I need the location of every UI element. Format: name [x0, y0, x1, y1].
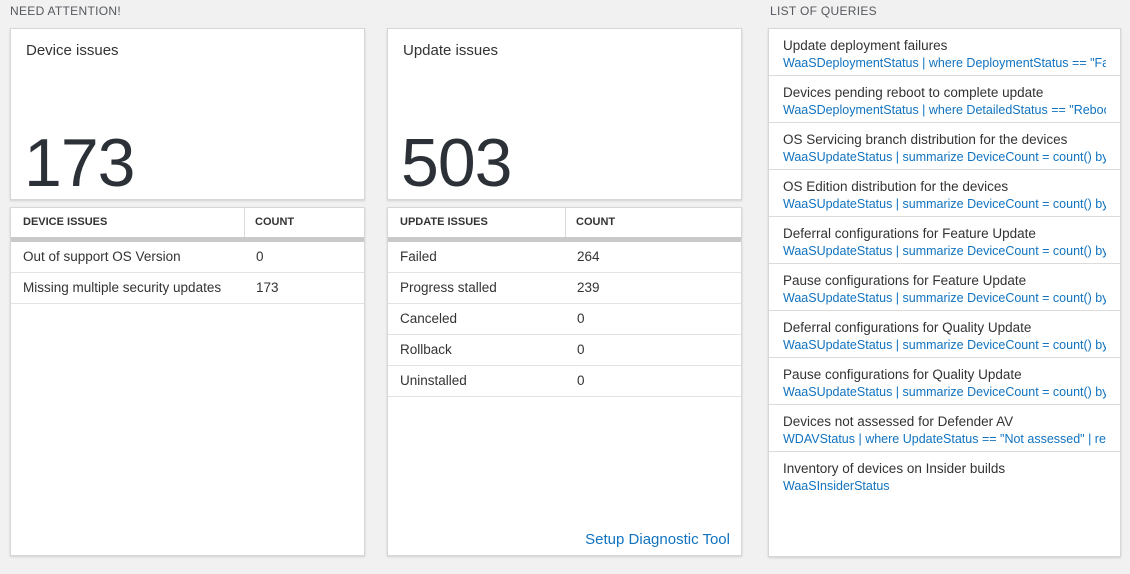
query-list-item[interactable]: Inventory of devices on Insider builds Wa… — [769, 452, 1120, 493]
row-label: Out of support OS Version — [23, 249, 181, 264]
query-list-item[interactable]: Deferral configurations for Quality Upda… — [769, 311, 1120, 358]
row-count: 264 — [577, 249, 600, 264]
column-header-device-issues: DEVICE ISSUES — [23, 216, 108, 228]
row-count: 173 — [256, 280, 279, 295]
row-label: Canceled — [400, 311, 458, 326]
row-label: Failed — [400, 249, 437, 264]
query-text[interactable]: WaaSInsiderStatus — [783, 479, 890, 493]
device-issues-tile[interactable]: Device issues 173 — [10, 28, 365, 200]
query-list-item[interactable]: Pause configurations for Quality Update W… — [769, 358, 1120, 405]
queries-list: Update deployment failures WaaSDeployment… — [768, 28, 1121, 557]
update-issues-title: Update issues — [403, 42, 499, 59]
table-row[interactable]: Missing multiple security updates 173 — [11, 273, 364, 304]
row-label: Missing multiple security updates — [23, 280, 222, 295]
table-header-bar — [388, 237, 741, 242]
query-title: Devices pending reboot to complete updat… — [783, 85, 1044, 100]
column-header-count: COUNT — [255, 216, 295, 228]
update-issues-tile[interactable]: Update issues 503 — [387, 28, 742, 200]
table-row[interactable]: Uninstalled 0 — [388, 366, 741, 397]
query-text[interactable]: WDAVStatus | where UpdateStatus == "Not … — [783, 432, 1106, 446]
update-issues-count: 503 — [401, 125, 512, 201]
query-title: OS Servicing branch distribution for the… — [783, 132, 1068, 147]
device-issues-table-header: DEVICE ISSUES COUNT — [11, 208, 364, 237]
query-list-item[interactable]: Update deployment failures WaaSDeployment… — [769, 29, 1120, 76]
column-header-update-issues: UPDATE ISSUES — [400, 216, 488, 228]
query-title: Deferral configurations for Feature Upda… — [783, 226, 1036, 241]
table-header-bar — [11, 237, 364, 242]
query-text[interactable]: WaaSUpdateStatus | summarize DeviceCount… — [783, 197, 1106, 211]
row-count: 0 — [577, 311, 585, 326]
section-header-list-of-queries: LIST OF QUERIES — [770, 4, 877, 18]
row-count: 0 — [256, 249, 264, 264]
row-label: Uninstalled — [400, 373, 467, 388]
query-list-item[interactable]: Devices pending reboot to complete updat… — [769, 76, 1120, 123]
table-row[interactable]: Out of support OS Version 0 — [11, 242, 364, 273]
table-row[interactable]: Progress stalled 239 — [388, 273, 741, 304]
query-list-item[interactable]: Devices not assessed for Defender AV WDAV… — [769, 405, 1120, 452]
column-header-count: COUNT — [576, 216, 616, 228]
device-issues-table: DEVICE ISSUES COUNT Out of support OS Ve… — [10, 207, 365, 556]
device-issues-table-body: Out of support OS Version 0 Missing multip… — [11, 242, 364, 304]
query-text[interactable]: WaaSUpdateStatus | summarize DeviceCount… — [783, 150, 1106, 164]
table-row[interactable]: Failed 264 — [388, 242, 741, 273]
query-title: Devices not assessed for Defender AV — [783, 414, 1014, 429]
update-issues-table-body: Failed 264 Progress stalled 239 Canceled 0 Rol… — [388, 242, 741, 397]
query-title: Pause configurations for Quality Update — [783, 367, 1022, 382]
query-title: OS Edition distribution for the devices — [783, 179, 1009, 194]
query-text[interactable]: WaaSUpdateStatus | summarize DeviceCount… — [783, 244, 1106, 258]
query-title: Inventory of devices on Insider builds — [783, 461, 1006, 476]
setup-diagnostic-tool-link[interactable]: Setup Diagnostic Tool — [585, 531, 730, 548]
section-header-need-attention: NEED ATTENTION! — [10, 4, 121, 18]
row-count: 239 — [577, 280, 600, 295]
update-issues-table: UPDATE ISSUES COUNT Failed 264 Progress st… — [387, 207, 742, 556]
query-text[interactable]: WaaSDeploymentStatus | where DetailedSta… — [783, 103, 1106, 117]
query-text[interactable]: WaaSUpdateStatus | summarize DeviceCount… — [783, 291, 1106, 305]
row-label: Rollback — [400, 342, 452, 357]
update-issues-table-header: UPDATE ISSUES COUNT — [388, 208, 741, 237]
query-text[interactable]: WaaSDeploymentStatus | where DeploymentS… — [783, 56, 1106, 70]
query-text[interactable]: WaaSUpdateStatus | summarize DeviceCount… — [783, 338, 1106, 352]
query-text[interactable]: WaaSUpdateStatus | summarize DeviceCount… — [783, 385, 1106, 399]
query-title: Pause configurations for Feature Update — [783, 273, 1027, 288]
row-count: 0 — [577, 342, 585, 357]
row-label: Progress stalled — [400, 280, 497, 295]
query-list-item[interactable]: OS Servicing branch distribution for the… — [769, 123, 1120, 170]
table-row[interactable]: Canceled 0 — [388, 304, 741, 335]
row-count: 0 — [577, 373, 585, 388]
device-issues-count: 173 — [24, 125, 135, 201]
query-title: Deferral configurations for Quality Upda… — [783, 320, 1032, 335]
query-list-item[interactable]: Deferral configurations for Feature Upda… — [769, 217, 1120, 264]
query-list-item[interactable]: OS Edition distribution for the devices W… — [769, 170, 1120, 217]
query-title: Update deployment failures — [783, 38, 948, 53]
table-row[interactable]: Rollback 0 — [388, 335, 741, 366]
query-list-item[interactable]: Pause configurations for Feature Update W… — [769, 264, 1120, 311]
device-issues-title: Device issues — [26, 42, 119, 59]
